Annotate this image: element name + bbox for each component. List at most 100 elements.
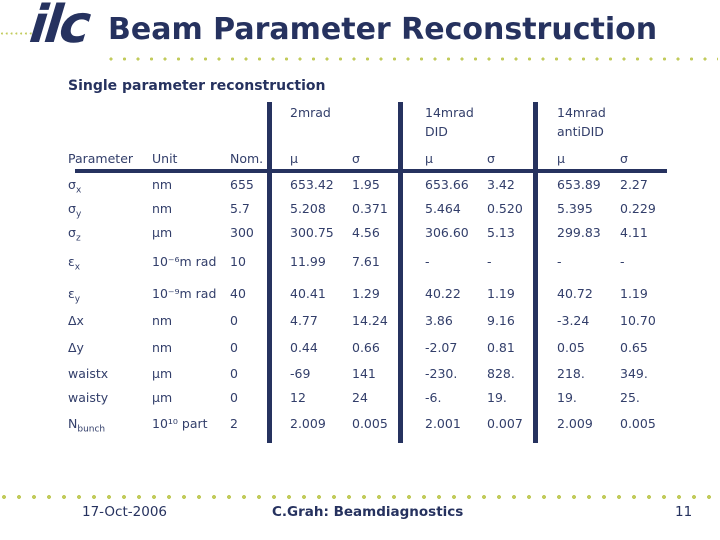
footer-page-number: 11 [675,504,693,520]
value-cell: 40.41 [290,286,326,301]
value-cell: 14.24 [352,313,388,328]
value-cell: 0.66 [352,340,380,355]
value-cell: 2.009 [290,416,326,431]
value-cell: 40.22 [425,286,461,301]
col-header-unit: Unit [152,151,178,166]
value-cell: 11.99 [290,254,326,269]
col-header-sigma: σ [620,151,628,166]
value-cell: 0.44 [290,340,318,355]
param-label: Δy [68,340,84,355]
param-label: σy [68,201,82,220]
nom-cell: 655 [230,177,254,192]
table-row: waistx μm 0 -69 141 -230. 828. 218. 349. [0,366,720,384]
unit-cell: μm [152,390,173,405]
table-row: Nbunch 10¹⁰ part 2 2.009 0.005 2.001 0.0… [0,416,720,434]
value-cell: 0.005 [620,416,656,431]
unit-cell: nm [152,177,173,192]
col-header-parameter: Parameter [68,151,134,166]
col-header-mu: μ [290,151,298,166]
table-row: σy nm 5.7 5.208 0.371 5.464 0.520 5.395 … [0,201,720,219]
value-cell: -230. [425,366,458,381]
group-header-14mrad-antidid: 14mrad antiDID [557,105,606,139]
nom-cell: 5.7 [230,201,250,216]
footer-date: 17-Oct-2006 [82,504,167,520]
col-header-mu: μ [425,151,433,166]
value-cell: 653.42 [290,177,334,192]
unit-cell: μm [152,225,173,240]
param-label: waisty [68,390,109,405]
footer-credit: C.Grah: Beamdiagnostics [272,504,464,520]
value-cell: -6. [425,390,442,405]
value-cell: 7.61 [352,254,380,269]
value-cell: 0.81 [487,340,515,355]
value-cell: 2.001 [425,416,461,431]
value-cell: 1.19 [487,286,515,301]
table-row: εy 10⁻⁹m rad 40 40.41 1.29 40.22 1.19 40… [0,286,720,304]
value-cell: 1.29 [352,286,380,301]
table-row: waisty μm 0 12 24 -6. 19. 19. 25. [0,390,720,408]
value-cell: 4.77 [290,313,318,328]
table-row: σx nm 655 653.42 1.95 653.66 3.42 653.89… [0,177,720,195]
value-cell: - [620,254,625,269]
value-cell: 306.60 [425,225,469,240]
value-cell: 19. [557,390,577,405]
value-cell: -69 [290,366,311,381]
param-label: Nbunch [68,416,106,435]
unit-cell: nm [152,201,173,216]
param-label: σz [68,225,81,244]
value-cell: 0.371 [352,201,388,216]
nom-cell: 300 [230,225,254,240]
value-cell: 25. [620,390,640,405]
decor-dots-bottom [0,493,720,501]
value-cell: 141 [352,366,376,381]
value-cell: 349. [620,366,648,381]
value-cell: 5.395 [557,201,593,216]
value-cell: 19. [487,390,507,405]
nom-cell: 2 [230,416,238,431]
value-cell: 218. [557,366,585,381]
value-cell: 828. [487,366,515,381]
nom-cell: 10 [230,254,246,269]
value-cell: 0.05 [557,340,585,355]
value-cell: 3.42 [487,177,515,192]
value-cell: 3.86 [425,313,453,328]
value-cell: 9.16 [487,313,515,328]
param-label: εx [68,254,81,273]
value-cell: 0.520 [487,201,523,216]
nom-cell: 0 [230,366,238,381]
unit-cell: nm [152,313,173,328]
nom-cell: 0 [230,313,238,328]
value-cell: 4.11 [620,225,648,240]
value-cell: 5.208 [290,201,326,216]
value-cell: 1.19 [620,286,648,301]
table-divider-3 [533,102,538,443]
value-cell: 0.65 [620,340,648,355]
value-cell: 5.13 [487,225,515,240]
table-row: Δx nm 0 4.77 14.24 3.86 9.16 -3.24 10.70 [0,313,720,331]
value-cell: 0.005 [352,416,388,431]
value-cell: 5.464 [425,201,461,216]
col-header-nom: Nom. [230,151,264,166]
table-divider-2 [398,102,403,443]
value-cell: 10.70 [620,313,656,328]
value-cell: 40.72 [557,286,593,301]
value-cell: -2.07 [425,340,458,355]
unit-cell: 10⁻⁶m rad [152,254,217,269]
value-cell: 1.95 [352,177,380,192]
value-cell: 300.75 [290,225,334,240]
table-row: Δy nm 0 0.44 0.66 -2.07 0.81 0.05 0.65 [0,340,720,358]
nom-cell: 0 [230,390,238,405]
subtitle: Single parameter reconstruction [68,78,326,94]
page-title: Beam Parameter Reconstruction [108,12,658,47]
nom-cell: 0 [230,340,238,355]
value-cell: 2.009 [557,416,593,431]
value-cell: 24 [352,390,368,405]
value-cell: 4.56 [352,225,380,240]
col-header-sigma: σ [352,151,360,166]
unit-cell: 10⁻⁹m rad [152,286,217,301]
value-cell: 299.83 [557,225,601,240]
value-cell: 2.27 [620,177,648,192]
table-row: σz μm 300 300.75 4.56 306.60 5.13 299.83… [0,225,720,243]
table-header-rule [75,169,667,173]
